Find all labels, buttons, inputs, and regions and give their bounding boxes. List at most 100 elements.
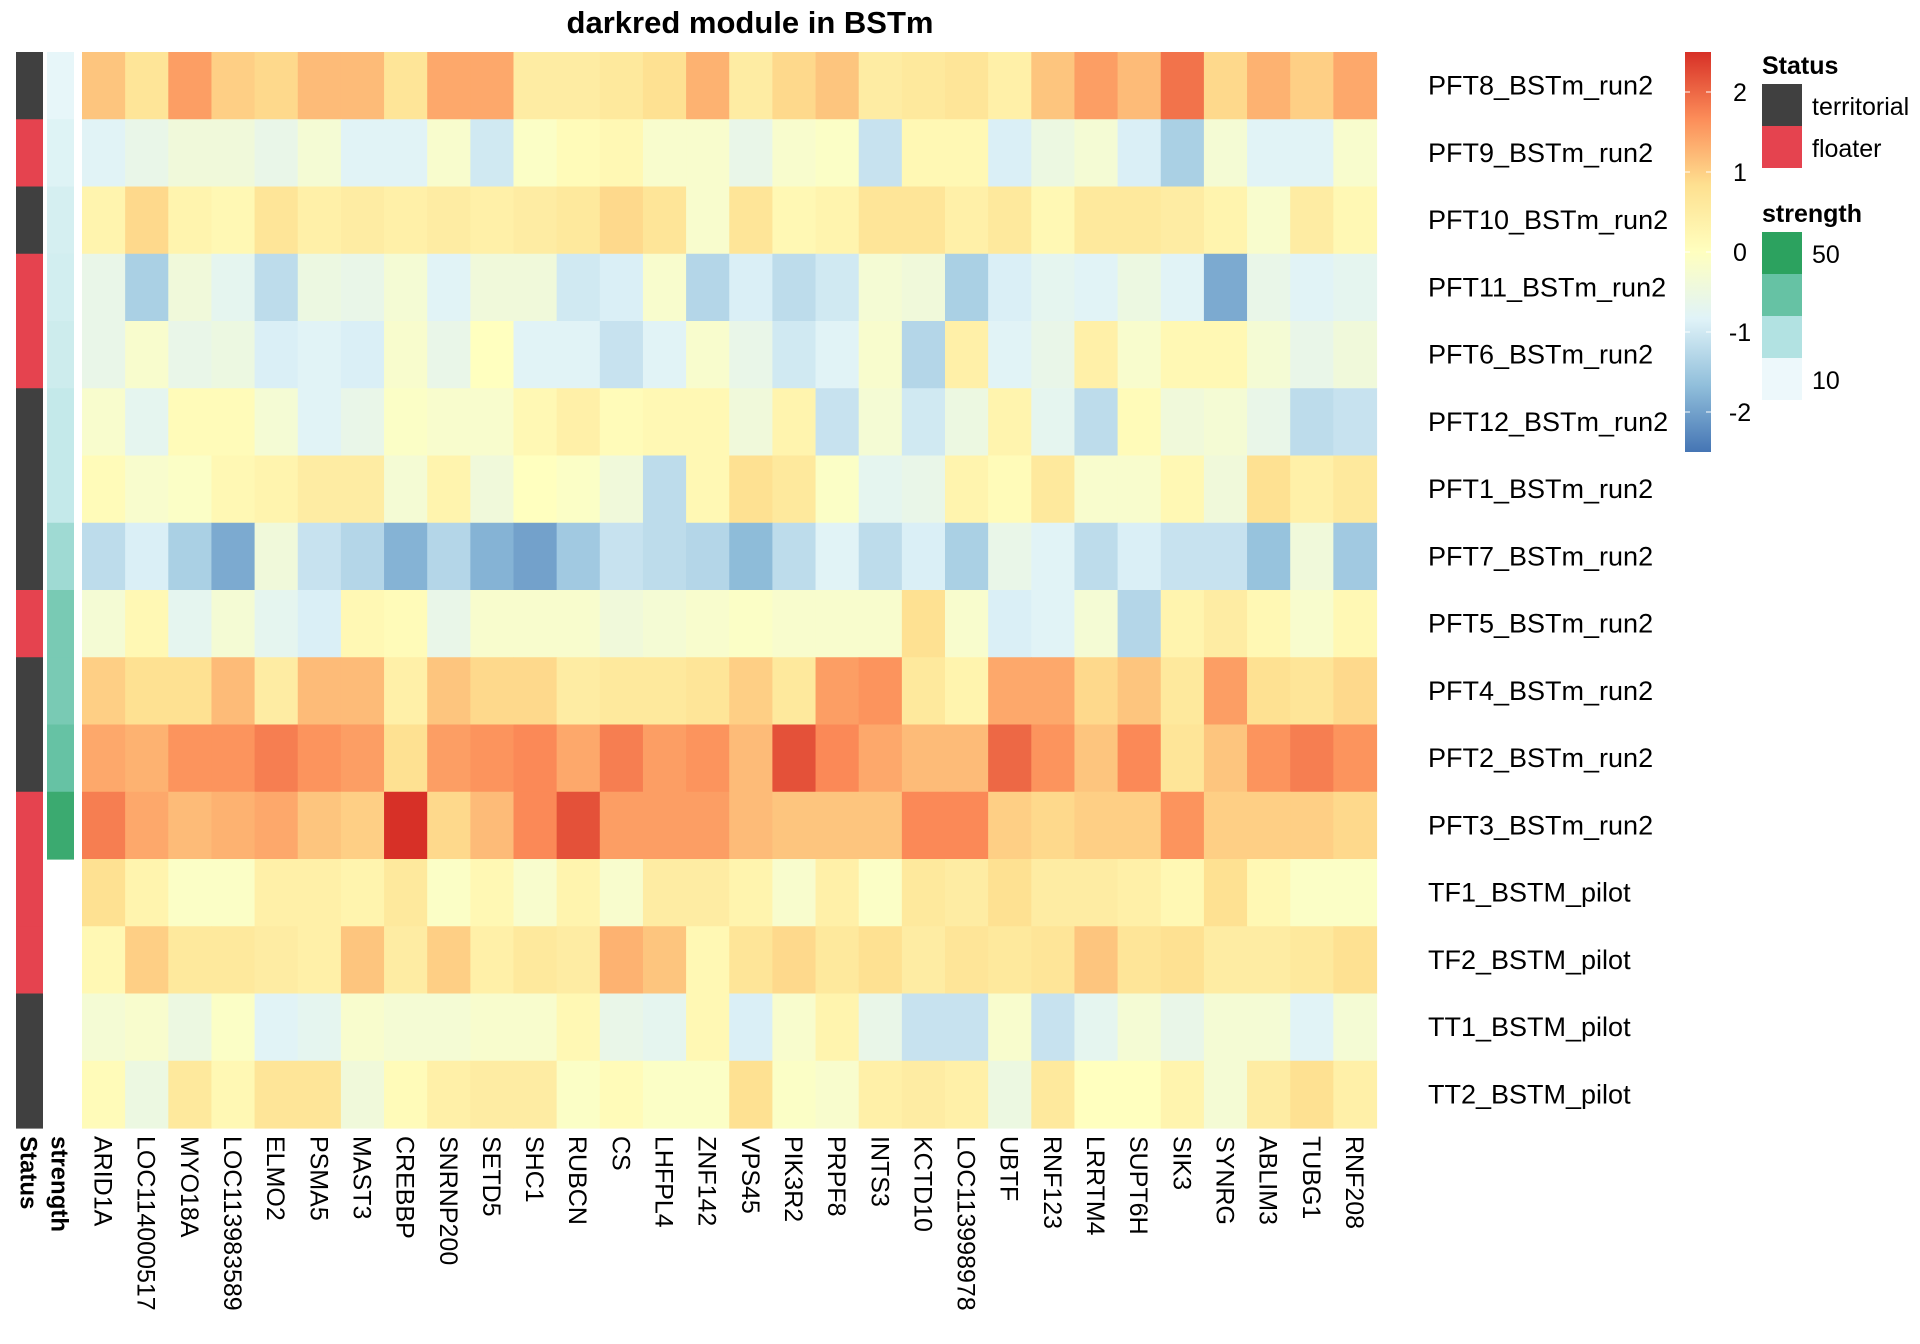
cell-pft7-bstm-run2-supt6h [1117,522,1162,591]
cell-tt2-bstm-pilot-rubcn [556,1060,601,1129]
cell-pft12-bstm-run2-loc113998978 [945,388,989,457]
cell-pft3-bstm-run2-rnf123 [1031,791,1076,860]
cell-pft7-bstm-run2-setd5 [470,522,515,591]
status-annotation-pft8-bstm-run2 [16,52,43,120]
scale-label-4: -2 [1729,399,1751,427]
cell-pft10-bstm-run2-lrrtm4 [1074,186,1119,255]
cell-pft11-bstm-run2-snrnp200 [427,253,471,322]
cell-tt1-bstm-pilot-lhfpl4 [642,993,687,1062]
cell-pft8-bstm-run2-rnf208 [1333,52,1378,120]
strength-annotation-column [47,52,74,860]
cell-pft7-bstm-run2-psma5 [297,522,342,591]
cell-pft10-bstm-run2-setd5 [470,186,515,255]
cell-tf2-bstm-pilot-tubg1 [1290,926,1334,995]
cell-pft7-bstm-run2-ints3 [858,522,903,591]
cell-tt1-bstm-pilot-sik3 [1160,993,1205,1062]
cell-pft10-bstm-run2-rnf123 [1031,186,1076,255]
cell-pft10-bstm-run2-loc114000517 [125,186,169,255]
cell-tt1-bstm-pilot-ubtf [988,993,1032,1062]
cell-pft6-bstm-run2-loc114000517 [125,321,169,389]
cell-tt1-bstm-pilot-shc1 [513,993,558,1062]
cell-pft11-bstm-run2-tubg1 [1290,253,1334,322]
column-label-cs: CS [606,1136,634,1171]
cell-tt1-bstm-pilot-znf142 [686,993,730,1062]
cell-tt1-bstm-pilot-vps45 [729,993,773,1062]
cell-pft3-bstm-run2-rnf208 [1333,791,1378,860]
cell-pft11-bstm-run2-supt6h [1117,253,1162,322]
cell-tt2-bstm-pilot-ablim3 [1247,1060,1291,1129]
column-label-znf142: ZNF142 [693,1136,721,1226]
cell-pft4-bstm-run2-lrrtm4 [1074,657,1119,726]
cell-pft7-bstm-run2-rnf208 [1333,522,1378,591]
cell-pft8-bstm-run2-elmo2 [254,52,299,120]
row-labels: PFT8_BSTm_run2 PFT9_BSTm_run2 PFT10_BSTm_r… [1428,71,1668,1110]
cell-pft4-bstm-run2-supt6h [1117,657,1162,726]
cell-pft6-bstm-run2-synrg [1203,321,1248,389]
cell-pft9-bstm-run2-ubtf [988,119,1032,188]
cell-pft3-bstm-run2-lrrtm4 [1074,791,1119,860]
cell-pft7-bstm-run2-loc113998978 [945,522,989,591]
cell-pft12-bstm-run2-psma5 [297,388,342,457]
cell-pft10-bstm-run2-crebbp [384,186,428,255]
cell-pft11-bstm-run2-rubcn [556,253,601,322]
cell-pft7-bstm-run2-shc1 [513,522,558,591]
cell-pft4-bstm-run2-lhfpl4 [642,657,687,726]
cell-pft4-bstm-run2-znf142 [686,657,730,726]
cell-pft4-bstm-run2-pik3r2 [772,657,817,726]
cell-tt1-bstm-pilot-elmo2 [254,993,299,1062]
cell-pft6-bstm-run2-setd5 [470,321,515,389]
cell-tf2-bstm-pilot-znf142 [686,926,730,995]
cell-pft6-bstm-run2-kctd10 [901,321,946,389]
cell-pft10-bstm-run2-vps45 [729,186,773,255]
cell-tf2-bstm-pilot-arid1a [82,926,126,995]
cell-pft12-bstm-run2-znf142 [686,388,730,457]
cell-pft5-bstm-run2-snrnp200 [427,590,471,658]
cell-pft10-bstm-run2-psma5 [297,186,342,255]
cell-tf1-bstm-pilot-znf142 [686,859,730,927]
cell-tf2-bstm-pilot-vps45 [729,926,773,995]
cell-pft2-bstm-run2-prpf8 [815,724,860,793]
cell-pft8-bstm-run2-ubtf [988,52,1032,120]
cell-pft2-bstm-run2-loc114000517 [125,724,169,793]
cell-pft8-bstm-run2-arid1a [82,52,126,120]
heatmap-cells [82,52,1378,1129]
cell-pft6-bstm-run2-arid1a [82,321,126,389]
cell-pft12-bstm-run2-loc113983589 [211,388,256,457]
cell-pft5-bstm-run2-znf142 [686,590,730,658]
cell-pft7-bstm-run2-lrrtm4 [1074,522,1119,591]
cell-pft2-bstm-run2-loc113983589 [211,724,256,793]
cell-tf1-bstm-pilot-lrrtm4 [1074,859,1119,927]
strength-annotation-pft2-bstm-run2 [47,724,74,793]
cell-pft12-bstm-run2-ubtf [988,388,1032,457]
cell-pft2-bstm-run2-lrrtm4 [1074,724,1119,793]
cell-tf2-bstm-pilot-sik3 [1160,926,1205,995]
cell-pft9-bstm-run2-myo18a [168,119,213,188]
row-label-tf2-bstm-pilot: TF2_BSTM_pilot [1428,945,1631,975]
cell-pft1-bstm-run2-prpf8 [815,455,860,524]
cell-pft9-bstm-run2-vps45 [729,119,773,188]
strength-legend-swatch-4 [1762,358,1802,400]
cell-tf1-bstm-pilot-tubg1 [1290,859,1334,927]
column-label-tubg1: TUBG1 [1297,1136,1325,1219]
status-annotation-pft6-bstm-run2 [16,321,43,389]
cell-tt2-bstm-pilot-setd5 [470,1060,515,1129]
cell-pft3-bstm-run2-vps45 [729,791,773,860]
strength-annotation-pft5-bstm-run2 [47,590,74,658]
cell-pft2-bstm-run2-ablim3 [1247,724,1291,793]
cell-tt1-bstm-pilot-synrg [1203,993,1248,1062]
scale-label-1: 1 [1733,159,1747,187]
cell-pft11-bstm-run2-pik3r2 [772,253,817,322]
cell-pft12-bstm-run2-arid1a [82,388,126,457]
cell-pft3-bstm-run2-loc113998978 [945,791,989,860]
cell-pft12-bstm-run2-tubg1 [1290,388,1334,457]
cell-tf2-bstm-pilot-loc113983589 [211,926,256,995]
cell-pft11-bstm-run2-ablim3 [1247,253,1291,322]
cell-pft11-bstm-run2-znf142 [686,253,730,322]
cell-pft7-bstm-run2-pik3r2 [772,522,817,591]
cell-pft1-bstm-run2-psma5 [297,455,342,524]
cell-tt2-bstm-pilot-sik3 [1160,1060,1205,1129]
cell-tf2-bstm-pilot-crebbp [384,926,428,995]
cell-pft3-bstm-run2-shc1 [513,791,558,860]
cell-tf2-bstm-pilot-elmo2 [254,926,299,995]
